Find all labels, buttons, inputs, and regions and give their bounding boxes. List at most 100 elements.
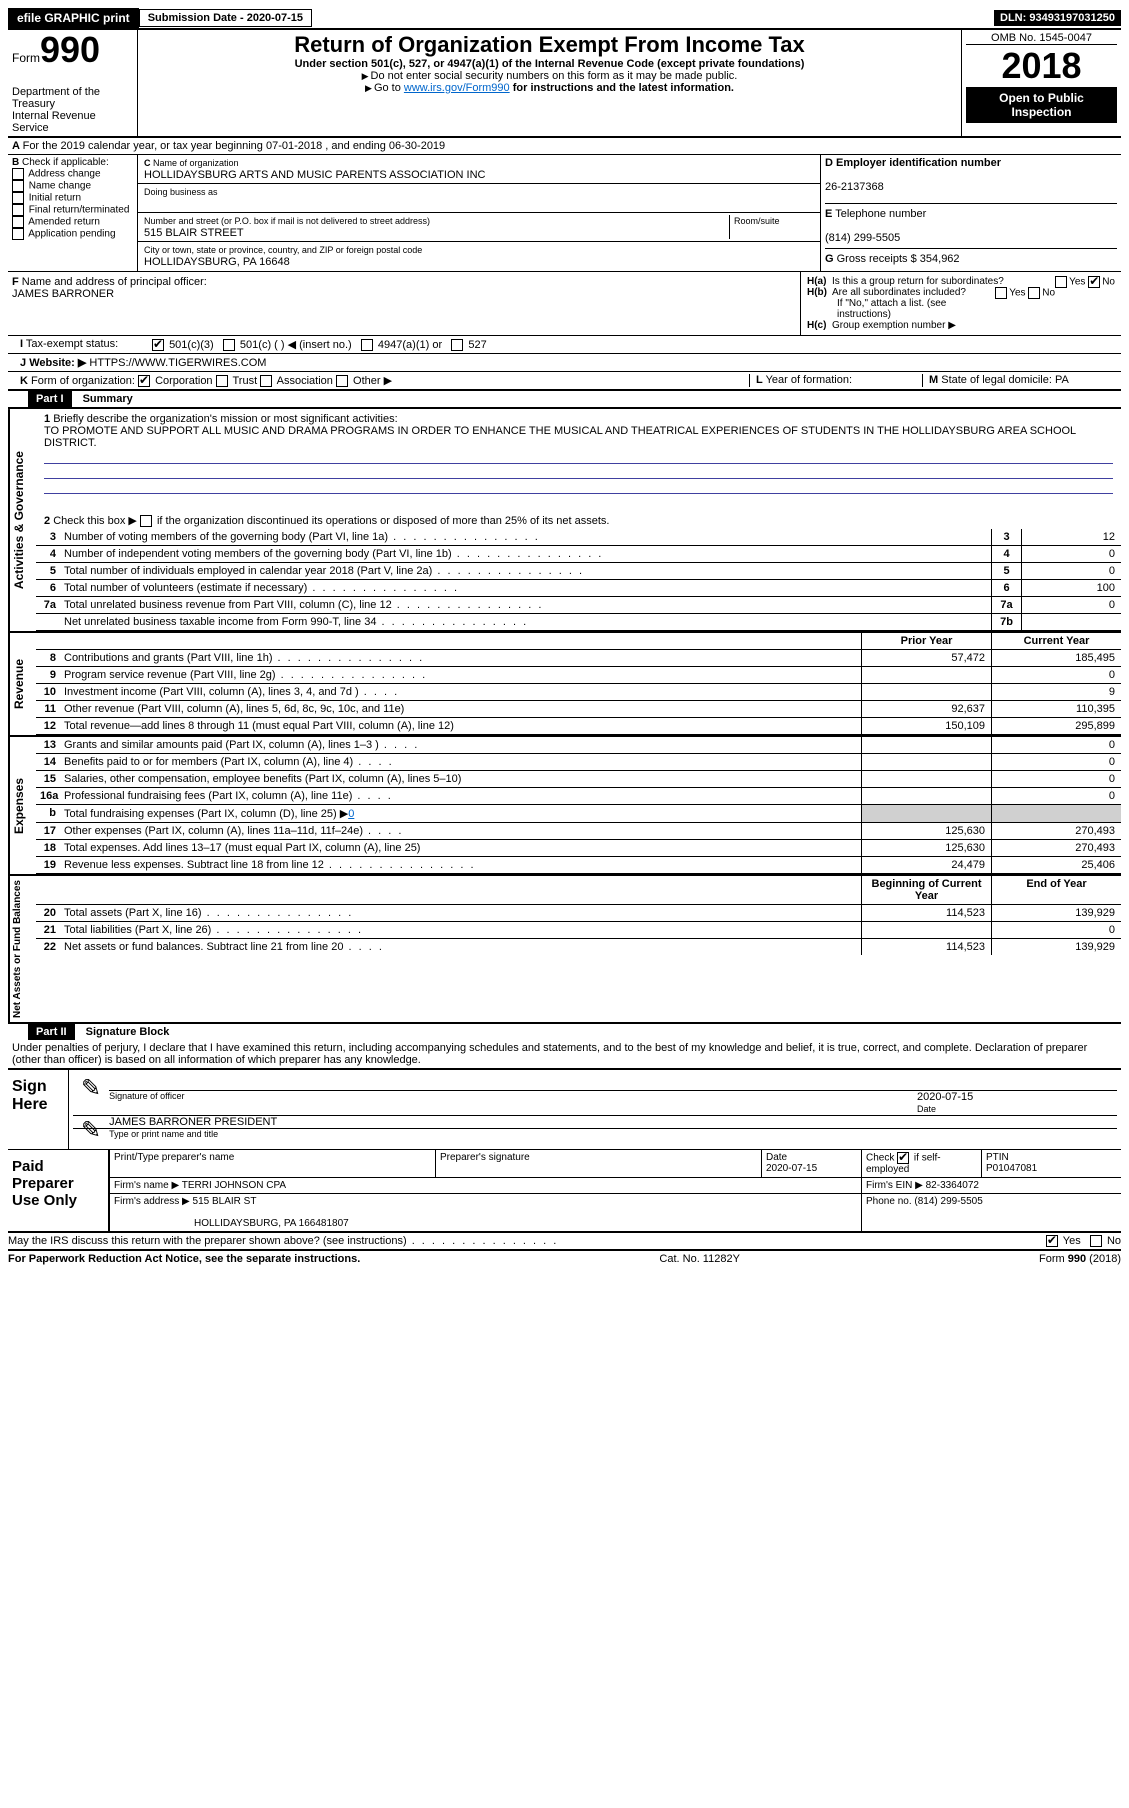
ko1: Corporation xyxy=(155,375,212,387)
mission-text: TO PROMOTE AND SUPPORT ALL MUSIC AND DRA… xyxy=(44,425,1076,449)
l22-c: 139,929 xyxy=(991,939,1121,955)
l20-p: 114,523 xyxy=(861,905,991,921)
l16a-text: Professional fundraising fees (Part IX, … xyxy=(60,788,861,804)
l4-val: 0 xyxy=(1021,546,1121,562)
l12-text: Total revenue—add lines 8 through 11 (mu… xyxy=(60,718,861,734)
gross-value: 354,962 xyxy=(920,253,960,265)
l11-c: 110,395 xyxy=(991,701,1121,717)
l7a-num: 7a xyxy=(36,597,60,613)
l10-p xyxy=(861,684,991,700)
ko3: Association xyxy=(277,375,333,387)
prep-date-val: 2020-07-15 xyxy=(766,1163,817,1174)
l7a-text: Total unrelated business revenue from Pa… xyxy=(60,597,991,613)
top-bar: efile GRAPHIC print Submission Date - 20… xyxy=(8,8,1121,28)
l4-num: 4 xyxy=(36,546,60,562)
l16b-c xyxy=(991,805,1121,822)
l6-val: 100 xyxy=(1021,580,1121,596)
addr-label: Number and street (or P.O. box if mail i… xyxy=(144,216,430,226)
city-label: City or town, state or province, country… xyxy=(144,245,422,255)
prep-date-label: Date xyxy=(766,1152,787,1163)
l17-p: 125,630 xyxy=(861,823,991,839)
no-2: No xyxy=(1042,288,1055,299)
l5-box: 5 xyxy=(991,563,1021,579)
form-title: Return of Organization Exempt From Incom… xyxy=(142,32,957,58)
l11-text: Other revenue (Part VIII, column (A), li… xyxy=(60,701,861,717)
l16b-text: Total fundraising expenses (Part IX, col… xyxy=(64,808,348,820)
l16a-p xyxy=(861,788,991,804)
netassets-label: Net Assets or Fund Balances xyxy=(8,876,36,1022)
l4-box: 4 xyxy=(991,546,1021,562)
l7b-box: 7b xyxy=(991,614,1021,630)
tax-year: 2018 xyxy=(966,45,1117,87)
irs-label: Internal Revenue Service xyxy=(12,110,133,134)
l15-c: 0 xyxy=(991,771,1121,787)
prep-phone: (814) 299-5505 xyxy=(914,1196,982,1207)
activities-label: Activities & Governance xyxy=(8,409,36,631)
gross-label: Gross receipts $ xyxy=(837,253,917,265)
year-formation: Year of formation: xyxy=(766,374,852,386)
sig-date-label: Date xyxy=(917,1104,936,1114)
l14-c: 0 xyxy=(991,754,1121,770)
l18-num: 18 xyxy=(36,840,60,856)
l15-p xyxy=(861,771,991,787)
instr-2-post: for instructions and the latest informat… xyxy=(510,82,734,94)
discuss-row: May the IRS discuss this return with the… xyxy=(8,1233,1121,1251)
org-city: HOLLIDAYSBURG, PA 16648 xyxy=(144,256,290,268)
domicile-label: State of legal domicile: xyxy=(941,374,1052,386)
officer-label: Name and address of principal officer: xyxy=(22,276,207,288)
efile-button[interactable]: efile GRAPHIC print xyxy=(8,8,139,28)
opt-amended: Amended return xyxy=(28,217,100,228)
l3-val: 12 xyxy=(1021,529,1121,545)
l16a-num: 16a xyxy=(36,788,60,804)
l21-p xyxy=(861,922,991,938)
l18-p: 125,630 xyxy=(861,840,991,856)
l7a-val: 0 xyxy=(1021,597,1121,613)
l9-p xyxy=(861,667,991,683)
expenses-section: Expenses 13Grants and similar amounts pa… xyxy=(8,735,1121,874)
l13-p xyxy=(861,737,991,753)
preparer-section: Paid Preparer Use Only Print/Type prepar… xyxy=(8,1150,1121,1233)
l10-c: 9 xyxy=(991,684,1121,700)
l7b-val xyxy=(1021,614,1121,630)
instructions-link[interactable]: www.irs.gov/Form990 xyxy=(404,82,510,94)
penalty-text: Under penalties of perjury, I declare th… xyxy=(8,1040,1121,1068)
l9-num: 9 xyxy=(36,667,60,683)
discuss-no: No xyxy=(1107,1235,1121,1247)
l8-c: 185,495 xyxy=(991,650,1121,666)
instr-2-pre: Go to xyxy=(374,82,404,94)
l19-num: 19 xyxy=(36,857,60,873)
open-public-badge: Open to Public Inspection xyxy=(966,87,1117,123)
l17-text: Other expenses (Part IX, column (A), lin… xyxy=(60,823,861,839)
firm-ein-label: Firm's EIN ▶ xyxy=(866,1180,923,1191)
ha-label: Is this a group return for subordinates? xyxy=(832,276,1004,287)
dln: DLN: 93493197031250 xyxy=(994,10,1121,26)
tax-exempt-label: Tax-exempt status: xyxy=(26,338,118,350)
part2-header-row: Part II Signature Block xyxy=(8,1024,1121,1040)
l6-box: 6 xyxy=(991,580,1021,596)
l1-text: Briefly describe the organization's miss… xyxy=(53,413,397,425)
box-b-header: Check if applicable: xyxy=(22,157,109,168)
footer-row: For Paperwork Reduction Act Notice, see … xyxy=(8,1251,1121,1267)
part1-title: Summary xyxy=(75,391,141,407)
hb-label: Are all subordinates included? xyxy=(832,287,966,298)
check-label: Check xyxy=(866,1153,894,1164)
pen-icon: ✎ xyxy=(73,1074,109,1115)
firm-ein: 82-3364072 xyxy=(926,1180,979,1191)
netassets-section: Net Assets or Fund Balances Beginning of… xyxy=(8,874,1121,1024)
l22-p: 114,523 xyxy=(861,939,991,955)
l21-c: 0 xyxy=(991,922,1121,938)
l20-num: 20 xyxy=(36,905,60,921)
opt-name: Name change xyxy=(29,181,91,192)
part1-header-row: Part I Summary xyxy=(8,391,1121,407)
paperwork-notice: For Paperwork Reduction Act Notice, see … xyxy=(8,1253,360,1265)
l16b-p xyxy=(861,805,991,822)
l2-post: if the organization discontinued its ope… xyxy=(157,515,610,527)
l12-p: 150,109 xyxy=(861,718,991,734)
l4-text: Number of independent voting members of … xyxy=(60,546,991,562)
website-label: Website: ▶ xyxy=(29,357,86,369)
print-label: Print/Type preparer's name xyxy=(114,1152,234,1163)
ein-value: 26-2137368 xyxy=(825,181,884,193)
opt-initial: Initial return xyxy=(29,193,81,204)
firm-city: HOLLIDAYSBURG, PA 166481807 xyxy=(114,1218,349,1229)
l10-num: 10 xyxy=(36,684,60,700)
